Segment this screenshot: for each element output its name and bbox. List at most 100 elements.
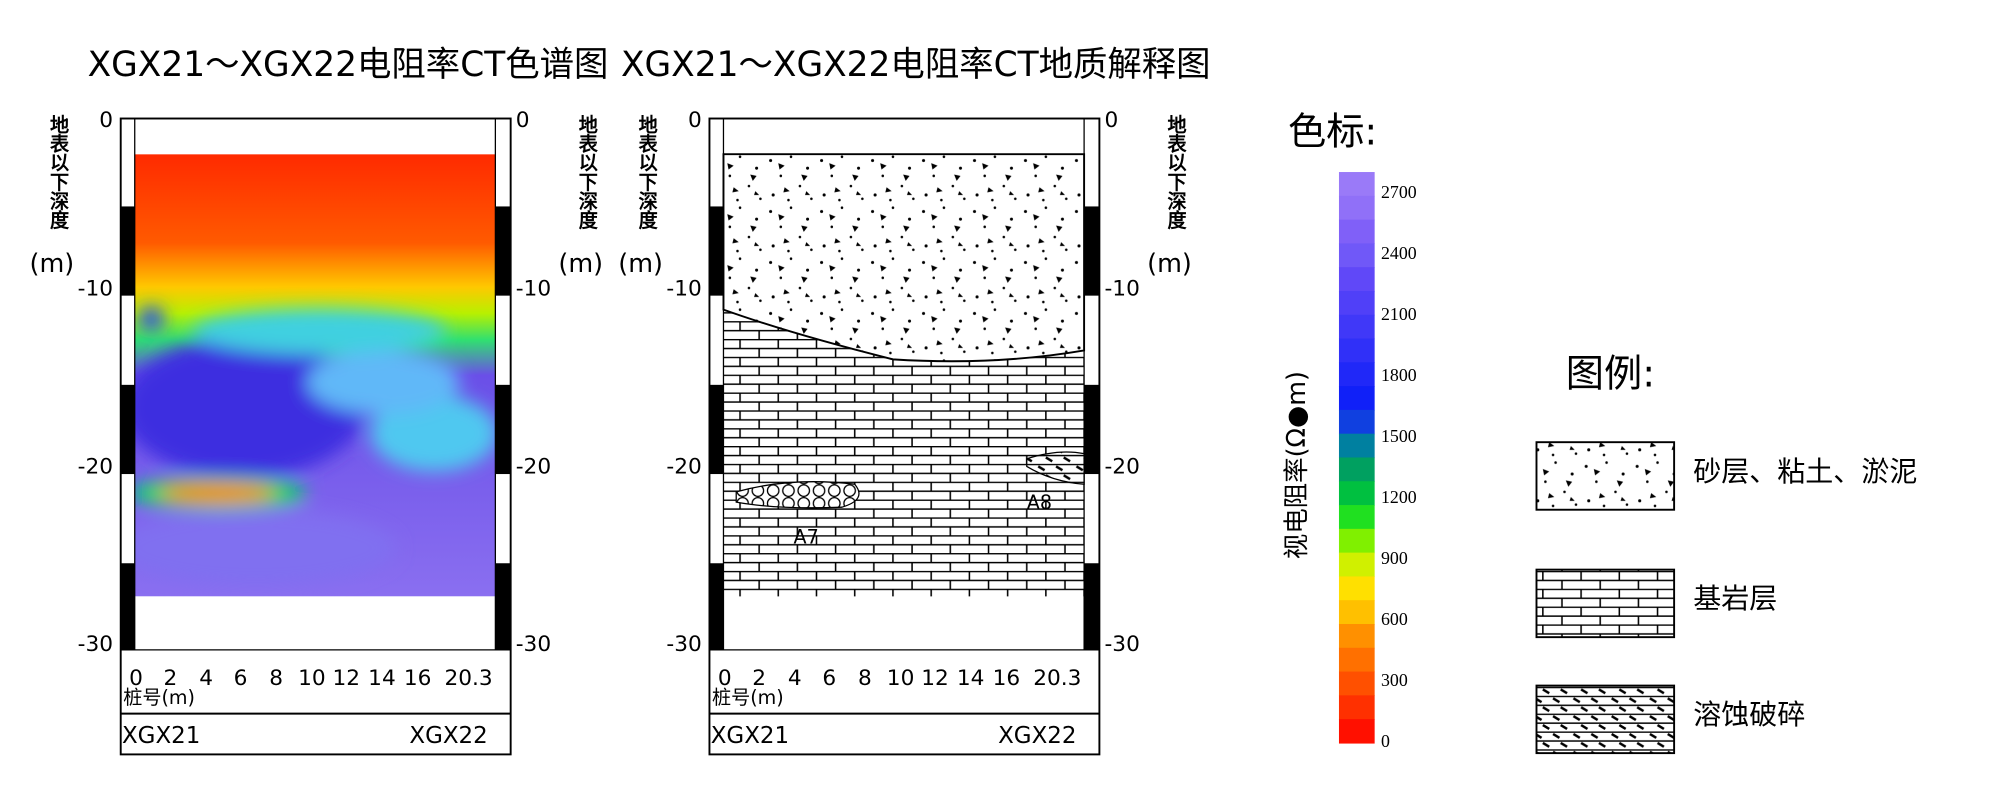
colorbar-tick-label: 2100 <box>1381 304 1417 324</box>
colorbar-swatch <box>1338 172 1375 197</box>
x-tick-label: 10 <box>298 666 326 691</box>
depth-tick-label: 0 <box>688 108 702 133</box>
colorbar-swatch <box>1338 576 1375 601</box>
colorbar-swatch <box>1338 338 1375 363</box>
colorbar-tick-label: 300 <box>1381 670 1408 690</box>
x-tick-label: 0 <box>718 666 732 691</box>
depth-label: 地表以下深度 <box>575 114 598 231</box>
legend-label: 砂层、粘土、淤泥 <box>1693 455 1917 488</box>
colorbar-swatch <box>1338 433 1375 459</box>
x-tick-label: 14 <box>368 666 396 691</box>
borehole-segment <box>709 563 724 650</box>
resistivity-map <box>134 154 496 597</box>
borehole-segment <box>709 384 724 475</box>
borehole-segment <box>120 563 135 650</box>
colorbar-swatch <box>1338 552 1375 578</box>
x-tick-label: 20.3 <box>1033 666 1081 691</box>
depth-tick-label: -30 <box>516 632 551 657</box>
colorbar-swatch <box>1338 267 1375 292</box>
colorbar-tick-label: 1200 <box>1381 487 1417 507</box>
depth-tick-label: 0 <box>99 108 113 133</box>
x-tick-label: 16 <box>404 666 432 691</box>
x-tick-label: 14 <box>957 666 985 691</box>
colorbar-tick-label: 900 <box>1381 548 1408 568</box>
borehole-segment <box>120 384 135 475</box>
depth-label: 地表以下深度 <box>635 114 658 231</box>
depth-tick-label: -20 <box>78 455 113 480</box>
borehole-name: XGX21 <box>711 723 789 749</box>
depth-tick-label: 0 <box>516 108 530 133</box>
colorbar-swatch <box>1338 195 1375 221</box>
x-tick-label: 0 <box>129 666 143 691</box>
panel-title: XGX21～XGX22电阻率CT地质解释图 <box>621 45 1211 85</box>
depth-unit: (m) <box>618 249 663 279</box>
depth-unit: (m) <box>1147 249 1192 279</box>
depth-label: 地表以下深度 <box>1164 114 1187 231</box>
legend-label: 基岩层 <box>1693 582 1777 615</box>
colorbar-tick-label: 2700 <box>1381 182 1417 202</box>
x-tick-label: 6 <box>234 666 248 691</box>
x-tick-label: 8 <box>269 666 283 691</box>
x-tick-label: 12 <box>921 666 949 691</box>
colorbar-swatch <box>1338 457 1375 482</box>
borehole-segment <box>1084 384 1100 475</box>
colorbar-swatch <box>1338 409 1375 435</box>
colorbar-swatch <box>1338 219 1375 245</box>
depth-tick-label: -10 <box>1104 276 1139 301</box>
zone-a7 <box>735 481 860 509</box>
x-tick-label: 16 <box>993 666 1021 691</box>
depth-label: 地表以下深度 <box>47 114 70 231</box>
borehole-segment <box>495 384 511 475</box>
legend-swatch <box>1535 684 1676 755</box>
legend-swatch <box>1535 441 1676 511</box>
x-tick-label: 8 <box>858 666 872 691</box>
colorbar-swatch <box>1338 719 1375 744</box>
x-tick-label: 4 <box>788 666 802 691</box>
zone-label: A7 <box>794 525 819 548</box>
x-tick-label: 2 <box>164 666 178 691</box>
colorbar-swatch <box>1338 623 1375 649</box>
colorbar-tick-label: 600 <box>1381 609 1408 629</box>
borehole-name: XGX22 <box>998 723 1076 749</box>
colorbar-tick-label: 2400 <box>1381 243 1417 263</box>
x-tick-label: 20.3 <box>444 666 492 691</box>
depth-tick-label: -30 <box>78 632 113 657</box>
depth-tick-label: 0 <box>1104 108 1118 133</box>
colorbar-tick-label: 1800 <box>1381 365 1417 385</box>
legend-label: 溶蚀破碎 <box>1693 698 1805 731</box>
panel-title: XGX21～XGX22电阻率CT色谱图 <box>88 45 609 85</box>
depth-tick-label: -30 <box>1104 632 1139 657</box>
sand-layer <box>722 153 1086 363</box>
borehole-name: XGX22 <box>409 723 487 749</box>
colorbar-swatch <box>1338 243 1375 268</box>
colorbar-swatch <box>1338 671 1375 696</box>
depth-tick-label: -30 <box>666 632 701 657</box>
colorbar-swatch <box>1338 481 1375 506</box>
x-tick-label: 4 <box>199 666 213 691</box>
depth-tick-label: -10 <box>516 276 551 301</box>
borehole-segment <box>495 206 511 296</box>
x-tick-label: 10 <box>887 666 915 691</box>
x-tick-label: 6 <box>822 666 836 691</box>
depth-tick-label: -10 <box>666 276 701 301</box>
depth-unit: (m) <box>558 249 603 279</box>
x-axis-label: 桩号(m) <box>712 686 784 709</box>
colorbar-tick-label: 0 <box>1381 731 1390 751</box>
borehole-segment <box>1084 563 1100 650</box>
legend-title: 图例: <box>1566 352 1655 396</box>
colorbar-tick-label: 1500 <box>1381 426 1417 446</box>
colorbar-swatch <box>1338 647 1375 673</box>
x-tick-label: 12 <box>332 666 360 691</box>
colorbar-label: 视电阻率(Ω●m) <box>1282 371 1312 559</box>
depth-tick-label: -20 <box>1104 455 1139 480</box>
borehole-name: XGX21 <box>122 723 200 749</box>
colorbar-swatch <box>1338 386 1375 411</box>
borehole-segment <box>120 206 135 296</box>
borehole-segment <box>709 206 724 296</box>
colorbar-swatch <box>1338 600 1375 625</box>
depth-tick-label: -20 <box>516 455 551 480</box>
depth-tick-label: -20 <box>666 455 701 480</box>
colorbar-title: 色标: <box>1288 110 1377 154</box>
borehole-segment <box>495 563 511 650</box>
